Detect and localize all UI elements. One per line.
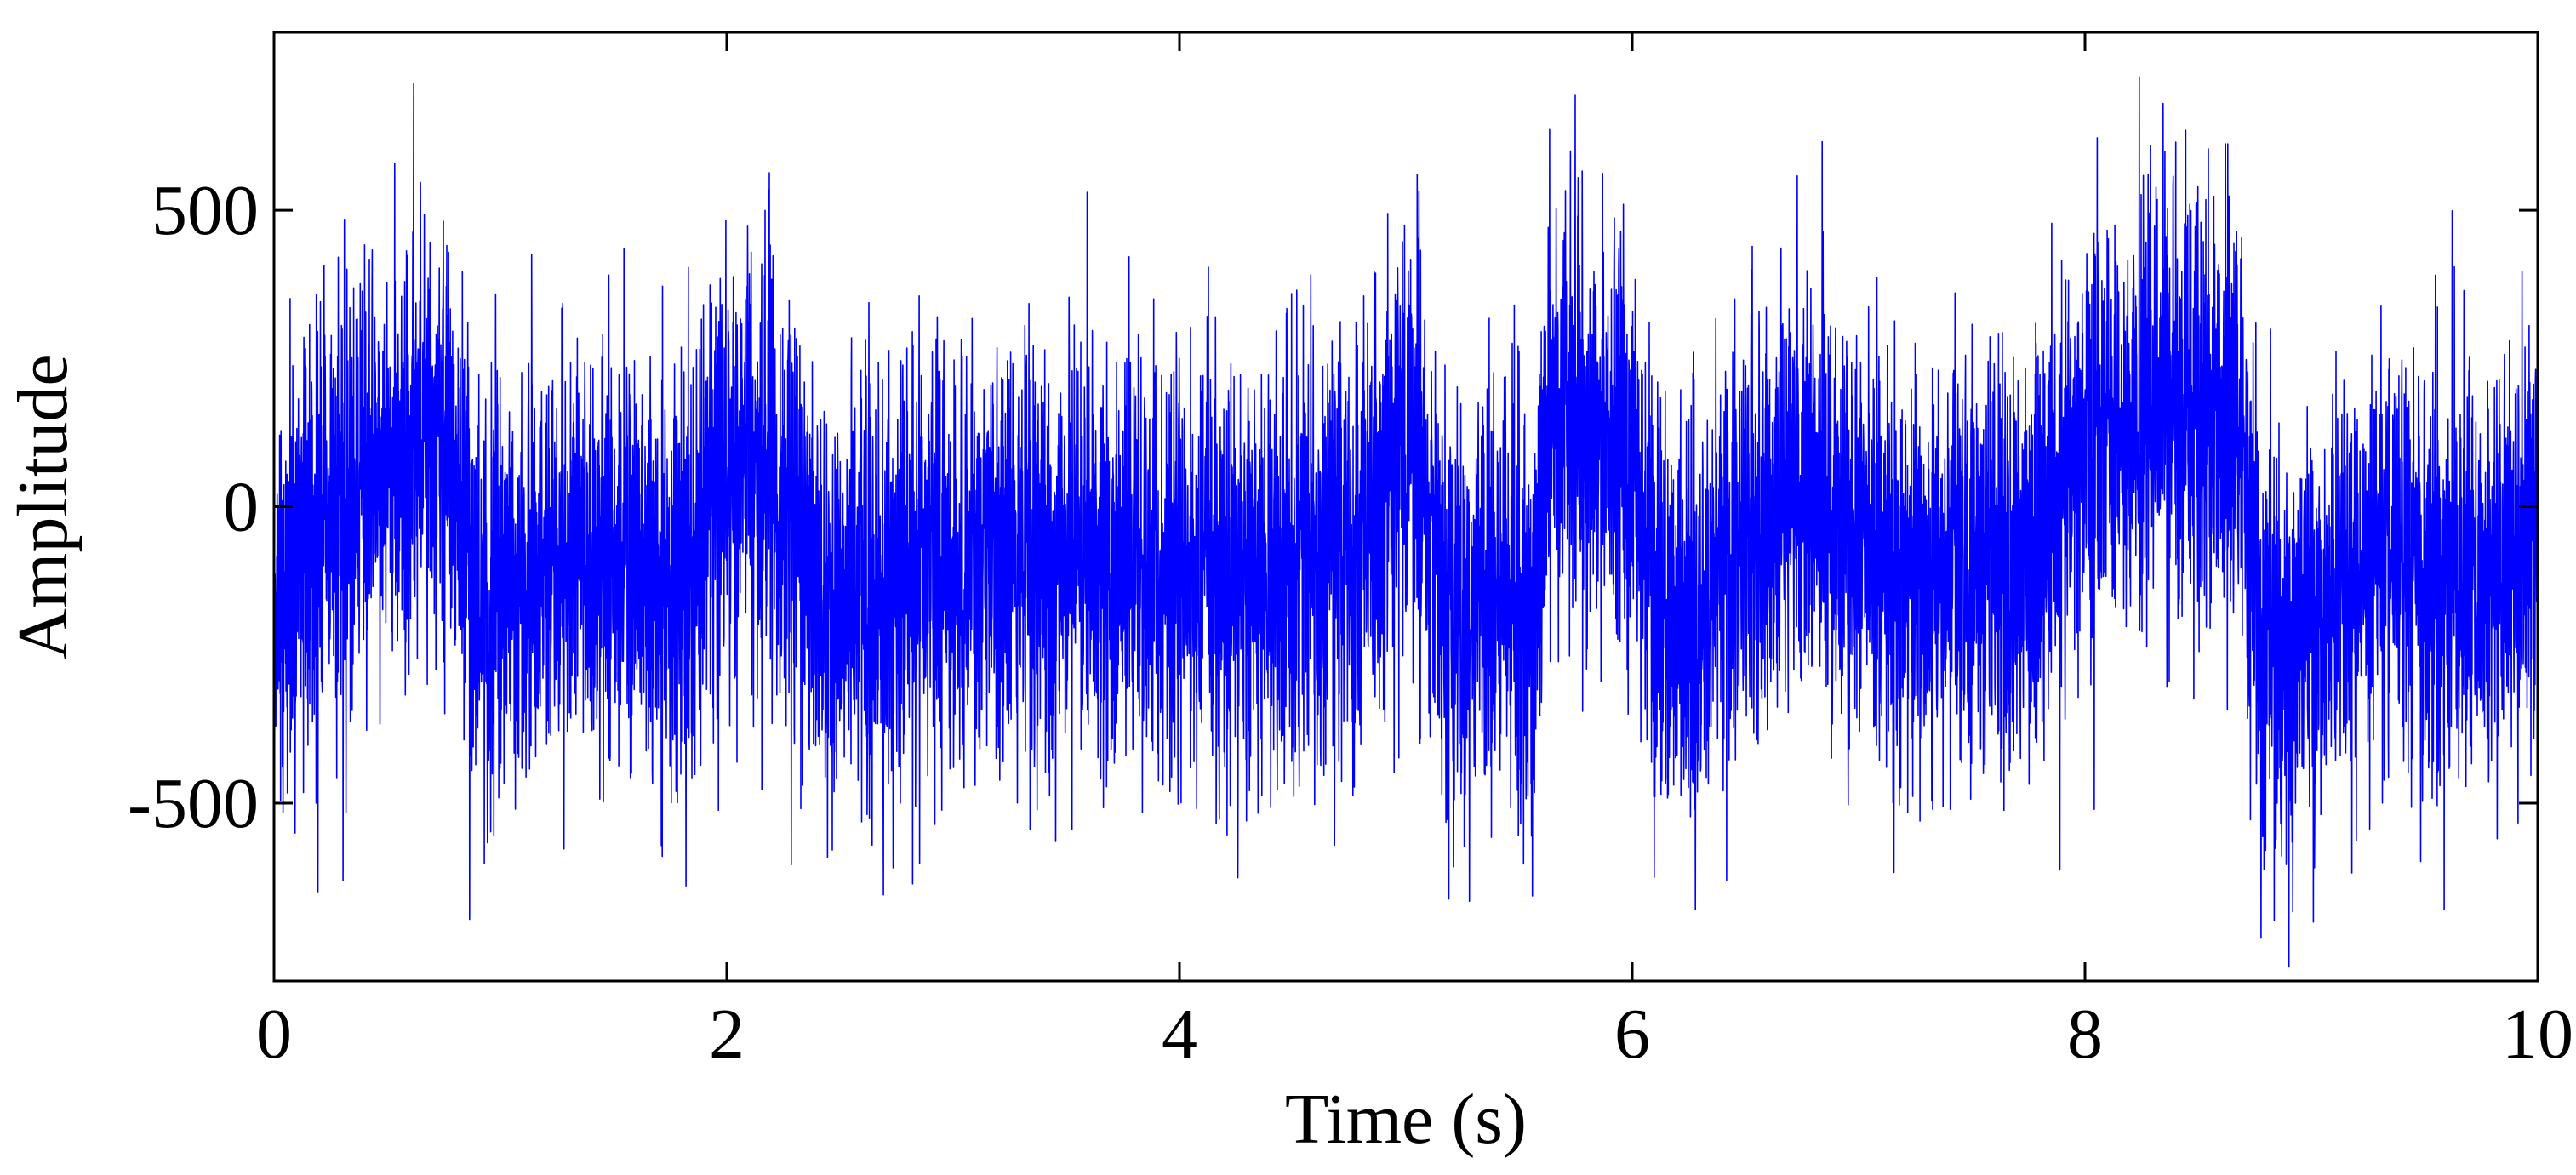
series-layer xyxy=(274,76,2538,968)
x-tick-label: 4 xyxy=(1162,995,1197,1074)
y-tick-label: 500 xyxy=(151,171,259,250)
x-tick-label: 8 xyxy=(2067,995,2103,1074)
y-axis-ticks: -500 0 500 xyxy=(128,171,2538,843)
x-tick-label: 6 xyxy=(1614,995,1650,1074)
x-tick-label: 2 xyxy=(709,995,745,1074)
amplitude-series-line xyxy=(274,76,2538,968)
x-axis-title: Time (s) xyxy=(1285,1080,1527,1159)
x-tick-label: 0 xyxy=(256,995,292,1074)
x-tick-label: 10 xyxy=(2502,995,2573,1074)
x-axis-ticks: 0 2 4 6 8 10 xyxy=(256,32,2573,1074)
y-axis-title: Amplitude xyxy=(3,354,83,659)
y-tick-label: -500 xyxy=(128,764,259,843)
y-tick-label: 0 xyxy=(223,468,259,547)
